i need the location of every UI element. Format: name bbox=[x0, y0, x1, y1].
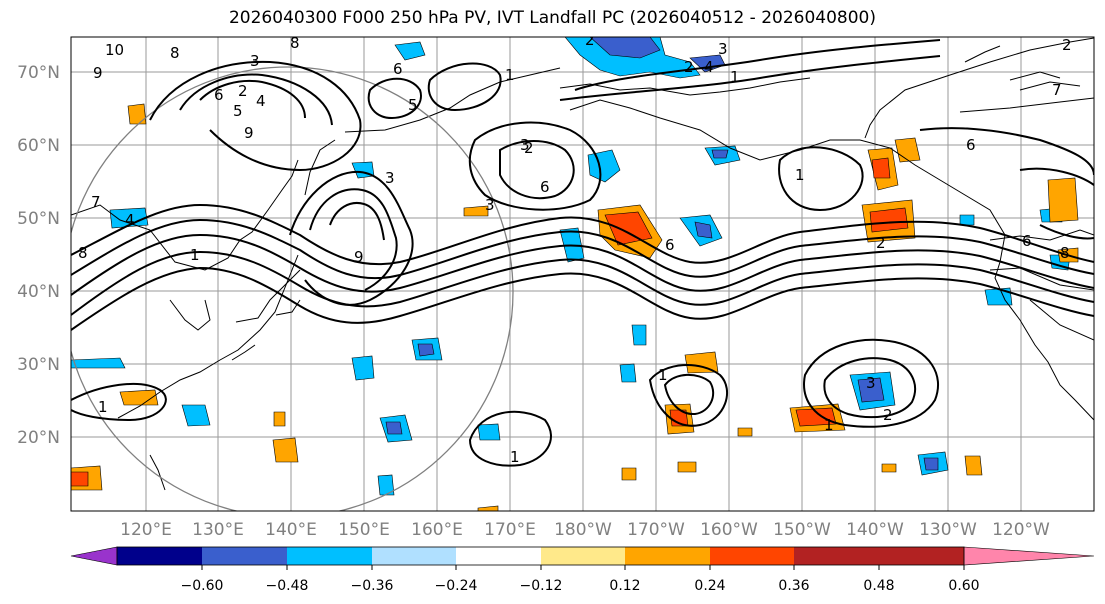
contour-label: 3 bbox=[520, 136, 530, 154]
lon-label-120e: 120°E bbox=[120, 520, 172, 540]
contour-label: 1 bbox=[98, 398, 108, 416]
map-title: 2026040300 F000 250 hPa PV, IVT Landfall… bbox=[228, 8, 876, 28]
colorbar-tick-label: 0.36 bbox=[778, 578, 809, 594]
contour-label: 7 bbox=[91, 193, 101, 211]
contour-label: 4 bbox=[256, 92, 266, 110]
contour-label: 3 bbox=[718, 40, 728, 58]
contour-label: 8 bbox=[78, 244, 88, 262]
contour-label: 3 bbox=[250, 52, 260, 70]
contour-label: 10 bbox=[105, 41, 124, 59]
contour-label: 4 bbox=[125, 211, 135, 229]
contour-label: 1 bbox=[190, 246, 200, 264]
contour-label: 9 bbox=[244, 124, 254, 142]
contour-label: 3 bbox=[485, 196, 495, 214]
contour-label: 2 bbox=[1062, 36, 1072, 54]
lon-label-120w: 120°W bbox=[992, 520, 1050, 540]
map-frame bbox=[70, 36, 1095, 512]
colorbar-extension-high bbox=[963, 546, 1095, 566]
colorbar-segment bbox=[372, 547, 456, 565]
colorbar-segment bbox=[287, 547, 372, 565]
lat-label-50n: 50°N bbox=[17, 209, 60, 229]
lat-label-40n: 40°N bbox=[17, 282, 60, 302]
contour-label: 1 bbox=[505, 66, 515, 84]
colorbar-segment bbox=[710, 547, 794, 565]
contour-label: 6 bbox=[665, 236, 675, 254]
contour-label: 3 bbox=[866, 374, 876, 392]
colorbar-tick-label: −0.48 bbox=[266, 578, 309, 594]
colorbar-segment bbox=[202, 547, 287, 565]
contour-label: 8 bbox=[1060, 244, 1070, 262]
contour-label: 2 bbox=[876, 234, 886, 252]
pv-shading bbox=[71, 37, 1079, 511]
colorbar-tick-label: 0.48 bbox=[863, 578, 894, 594]
contour-label: 9 bbox=[354, 248, 364, 266]
colorbar-tick-label: −0.24 bbox=[435, 578, 478, 594]
contour-label: 8 bbox=[290, 34, 300, 52]
landfall-region-circle bbox=[71, 66, 514, 511]
lon-label-130e: 130°E bbox=[192, 520, 244, 540]
contour-label: 9 bbox=[93, 64, 103, 82]
contour-label: 3 bbox=[385, 169, 395, 187]
ivt-contours bbox=[71, 39, 1094, 467]
colorbar-tick-label: −0.60 bbox=[181, 578, 224, 594]
colorbar-segment bbox=[541, 547, 625, 565]
contour-label: 2 bbox=[238, 82, 248, 100]
lat-label-60n: 60°N bbox=[17, 136, 60, 156]
contour-label: 6 bbox=[1022, 232, 1032, 250]
contour-label: 2 bbox=[684, 58, 694, 76]
colorbar-tick-label: −0.36 bbox=[351, 578, 394, 594]
lon-label-170e: 170°E bbox=[484, 520, 536, 540]
colorbar-segment bbox=[117, 547, 202, 565]
lon-label-160w: 160°W bbox=[700, 520, 758, 540]
colorbar-extension-low bbox=[70, 546, 118, 566]
colorbar-tick-label: −0.12 bbox=[520, 578, 563, 594]
colorbar: −0.60 −0.48 −0.36 −0.24 −0.12 0.12 0.24 … bbox=[70, 546, 1095, 594]
colorbar-tick-label: 0.24 bbox=[694, 578, 725, 594]
lat-label-70n: 70°N bbox=[17, 63, 60, 83]
contour-label: 6 bbox=[393, 60, 403, 78]
colorbar-segment bbox=[456, 547, 541, 565]
gridlines bbox=[71, 37, 1094, 511]
map-contents: 10 9 8 8 6 5 3 2 4 6 5 2 4 3 1 1 6 2 9 7… bbox=[71, 31, 1094, 511]
contour-label: 6 bbox=[214, 86, 224, 104]
contour-label: 2 bbox=[524, 139, 534, 157]
contour-label: 1 bbox=[730, 68, 740, 86]
lon-label-140w: 140°W bbox=[846, 520, 904, 540]
lon-label-170w: 170°W bbox=[627, 520, 685, 540]
lon-label-150e: 150°E bbox=[338, 520, 390, 540]
contour-label: 4 bbox=[704, 58, 714, 76]
contour-label: 5 bbox=[408, 96, 418, 114]
colorbar-tick-label: 0.60 bbox=[948, 578, 979, 594]
colorbar-segment bbox=[879, 547, 964, 565]
contour-label: 1 bbox=[795, 166, 805, 184]
contour-label: 6 bbox=[966, 136, 976, 154]
latitude-labels: 70°N 60°N 50°N 40°N 30°N 20°N bbox=[17, 63, 60, 448]
contour-label: 6 bbox=[540, 178, 550, 196]
longitude-labels: 120°E 130°E 140°E 150°E 160°E 170°E 180°… bbox=[120, 520, 1050, 540]
contour-label: 5 bbox=[233, 102, 243, 120]
contour-label: 1 bbox=[824, 416, 834, 434]
colorbar-segment bbox=[625, 547, 710, 565]
contour-label: 2 bbox=[585, 31, 595, 49]
coastlines bbox=[71, 37, 1094, 491]
contour-labels: 10 9 8 8 6 5 3 2 4 6 5 2 4 3 1 1 6 2 9 7… bbox=[78, 31, 1072, 466]
lon-label-140e: 140°E bbox=[265, 520, 317, 540]
contour-label: 2 bbox=[883, 406, 893, 424]
lat-label-30n: 30°N bbox=[17, 355, 60, 375]
contour-label: 1 bbox=[658, 366, 668, 384]
contour-label: 8 bbox=[170, 44, 180, 62]
contour-label: 7 bbox=[1052, 81, 1062, 99]
lon-label-160e: 160°E bbox=[411, 520, 463, 540]
contour-label: 1 bbox=[510, 448, 520, 466]
colorbar-segment bbox=[794, 547, 879, 565]
lon-label-180w: 180°W bbox=[554, 520, 612, 540]
lon-label-150w: 150°W bbox=[773, 520, 831, 540]
lon-label-130w: 130°W bbox=[919, 520, 977, 540]
lat-label-20n: 20°N bbox=[17, 428, 60, 448]
colorbar-tick-label: 0.12 bbox=[609, 578, 640, 594]
